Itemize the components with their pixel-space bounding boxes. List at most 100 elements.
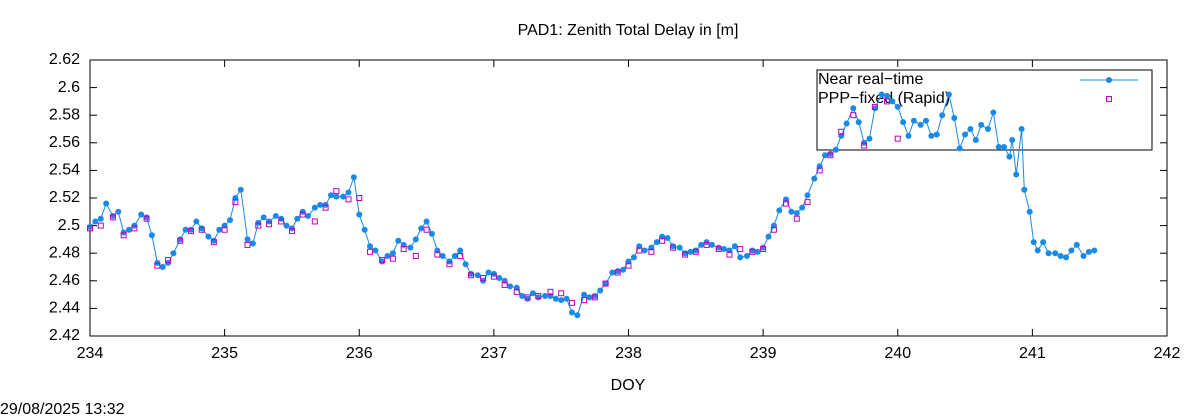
data-point <box>883 92 890 99</box>
x-tick-label: 239 <box>750 345 777 362</box>
data-point <box>367 248 374 255</box>
data-point <box>602 280 609 287</box>
data-point <box>883 98 890 105</box>
data-point <box>115 208 122 215</box>
data-point <box>412 236 419 243</box>
data-point <box>597 287 604 294</box>
data-point <box>513 288 520 295</box>
data-point <box>838 128 845 135</box>
x-tick-label: 237 <box>481 345 508 362</box>
data-point <box>894 103 901 110</box>
data-point <box>412 252 419 259</box>
data-point <box>765 233 772 240</box>
data-point <box>529 290 536 297</box>
data-point <box>708 241 715 248</box>
data-point <box>193 218 200 225</box>
legend-box <box>816 69 1153 151</box>
data-point <box>322 204 329 211</box>
data-point <box>799 204 806 211</box>
data-point <box>1073 241 1080 248</box>
data-point <box>822 152 829 159</box>
data-point <box>641 247 648 254</box>
x-tick-label: 241 <box>1019 345 1046 362</box>
x-tick-label: 234 <box>77 345 104 362</box>
data-point <box>496 275 503 282</box>
data-point <box>726 251 733 258</box>
data-point <box>574 312 581 319</box>
data-point <box>384 252 391 259</box>
data-point <box>653 239 660 246</box>
data-point <box>737 254 744 261</box>
data-point <box>602 280 609 287</box>
x-tick-label: 238 <box>615 345 642 362</box>
data-point <box>138 211 145 218</box>
data-point <box>340 193 347 200</box>
y-tick-label: 2.54 <box>49 162 80 179</box>
data-point <box>832 146 839 153</box>
data-point <box>1009 137 1016 144</box>
data-point <box>568 299 575 306</box>
data-point <box>148 232 155 239</box>
data-point <box>581 291 588 298</box>
data-point <box>850 105 857 112</box>
y-tick-label: 2.42 <box>49 327 80 344</box>
data-point <box>692 248 699 255</box>
data-point <box>1068 247 1075 254</box>
y-tick-label: 2.52 <box>49 189 80 206</box>
data-point <box>933 131 940 138</box>
data-point <box>299 211 306 218</box>
data-point <box>333 193 340 200</box>
data-point <box>990 109 997 116</box>
data-point <box>519 292 526 299</box>
data-point <box>900 119 907 126</box>
data-point <box>1018 126 1025 132</box>
data-point <box>804 199 811 206</box>
data-point <box>490 273 497 280</box>
data-point <box>1091 247 1098 254</box>
data-point <box>945 91 952 98</box>
data-point <box>244 236 251 243</box>
data-point <box>97 222 104 229</box>
x-tick-label: 236 <box>346 345 373 362</box>
data-point <box>788 208 795 215</box>
data-point <box>715 246 722 253</box>
y-tick-label: 2.46 <box>49 272 80 289</box>
plot-frame <box>89 59 1168 337</box>
data-point <box>535 292 542 299</box>
data-point <box>439 252 446 259</box>
data-point <box>356 195 363 201</box>
data-point <box>305 212 312 219</box>
data-point <box>664 235 671 242</box>
data-point <box>345 196 352 203</box>
data-point <box>1045 250 1052 257</box>
data-point <box>311 218 318 225</box>
data-point <box>1052 250 1059 257</box>
data-point <box>894 135 901 142</box>
data-point <box>804 192 811 199</box>
data-point <box>210 239 217 246</box>
y-tick-label: 2.5 <box>58 217 80 234</box>
data-point <box>227 217 234 224</box>
legend-marker <box>1106 96 1112 102</box>
data-point <box>501 281 508 288</box>
x-tick-label: 240 <box>884 345 911 362</box>
data-point <box>109 214 116 221</box>
data-point <box>187 228 194 235</box>
data-point <box>524 294 531 301</box>
data-point <box>939 112 946 119</box>
data-point <box>283 222 290 229</box>
data-point <box>457 247 464 254</box>
data-point <box>327 192 334 199</box>
data-point <box>737 246 744 253</box>
data-point <box>467 272 474 279</box>
data-point <box>1040 239 1047 246</box>
data-point <box>783 200 790 207</box>
data-point <box>260 214 267 221</box>
data-point <box>721 246 728 253</box>
data-point <box>687 248 694 255</box>
data-point <box>630 254 637 261</box>
data-point <box>480 275 487 282</box>
data-point <box>244 241 251 248</box>
data-point <box>542 292 549 299</box>
